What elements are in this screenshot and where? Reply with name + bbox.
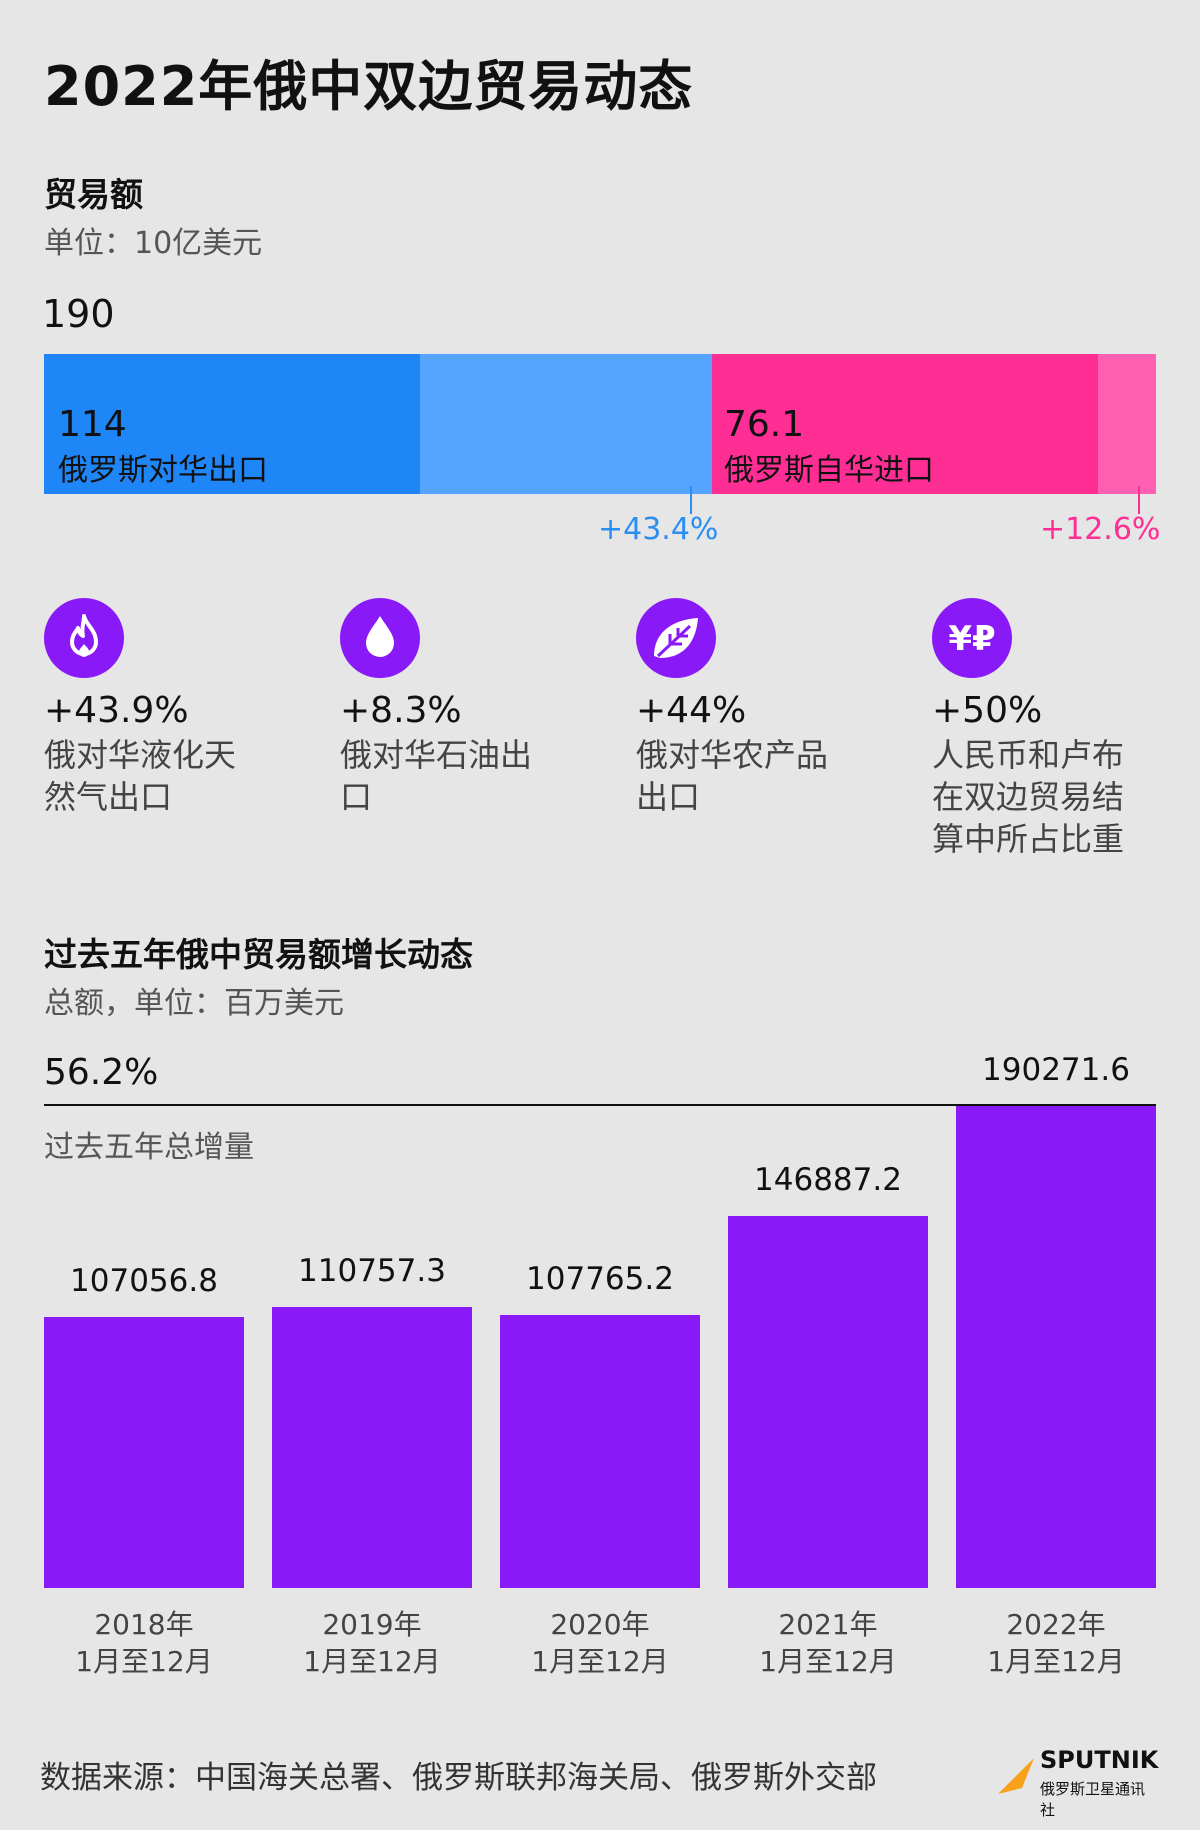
growth-bar-2018年 (44, 1317, 244, 1588)
growth-x-tick-year: 2019年 (322, 1608, 422, 1641)
import-base-segment (712, 354, 1098, 494)
growth-bar-2021年 (728, 1216, 928, 1588)
flame-icon (44, 598, 124, 678)
growth-x-tick-label: 2022年 1月至12月 (956, 1606, 1156, 1680)
growth-x-tick-period: 1月至12月 (75, 1645, 213, 1678)
growth-total-pct: 56.2% (44, 1052, 159, 1093)
data-source: 数据来源：中国海关总署、俄罗斯联邦海关局、俄罗斯外交部 (40, 1760, 877, 1796)
growth-x-tick-year: 2018年 (94, 1608, 194, 1641)
stat-agri-pct: +44% (636, 690, 747, 731)
growth-heading: 过去五年俄中贸易额增长动态 (44, 935, 473, 974)
sputnik-logo-subtext: 俄罗斯卫星通讯社 (1040, 1780, 1146, 1819)
page-title: 2022年俄中双边贸易动态 (44, 55, 694, 118)
growth-bar-value-label: 110757.3 (298, 1253, 446, 1289)
export-growth-base-segment (44, 354, 420, 494)
growth-x-tick-label: 2019年 1月至12月 (272, 1606, 472, 1680)
import-value: 76.1 (724, 404, 805, 445)
stat-currency-text: 人民币和卢布在双边贸易结算中所占比重 (932, 736, 1125, 858)
growth-bar-value-label: 146887.2 (754, 1162, 902, 1198)
growth-x-tick-period: 1月至12月 (531, 1645, 669, 1678)
trade-total: 190 (42, 292, 115, 336)
growth-x-tick-year: 2022年 (1006, 1608, 1106, 1641)
export-growth-tick (690, 486, 692, 514)
growth-bar-2020年 (500, 1315, 700, 1588)
stat-currency-pct: +50% (932, 690, 1043, 731)
trade-heading: 贸易额 (44, 175, 143, 214)
stat-oil-pct: +8.3% (340, 690, 462, 731)
growth-x-tick-label: 2018年 1月至12月 (44, 1606, 244, 1680)
leaf-icon (636, 598, 716, 678)
yuan-ruble-icon: ¥₽ (932, 598, 1012, 678)
trade-unit: 单位：10亿美元 (44, 226, 263, 261)
growth-bar-value-label: 107765.2 (526, 1261, 674, 1297)
growth-bar-2022年 (956, 1106, 1156, 1588)
growth-x-tick-period: 1月至12月 (987, 1645, 1125, 1678)
growth-x-tick-period: 1月至12月 (759, 1645, 897, 1678)
import-growth-tick (1138, 486, 1140, 514)
sputnik-logo: SPUTNIK 俄罗斯卫星通讯社 (988, 1746, 1159, 1819)
growth-x-tick-year: 2020年 (550, 1608, 650, 1641)
export-growth-increment-segment (420, 354, 712, 494)
growth-total-label: 过去五年总增量 (44, 1130, 254, 1165)
growth-x-tick-label: 2021年 1月至12月 (728, 1606, 928, 1680)
growth-x-tick-label: 2020年 1月至12月 (500, 1606, 700, 1680)
growth-bar-2019年 (272, 1307, 472, 1588)
import-label-group: 76.1 俄罗斯自华进口 (724, 404, 934, 489)
droplet-icon (340, 598, 420, 678)
stat-oil-text: 俄对华石油出口 (340, 736, 533, 816)
growth-x-tick-period: 1月至12月 (303, 1645, 441, 1678)
import-label: 俄罗斯自华进口 (724, 453, 934, 488)
stat-agri-text: 俄对华农产品出口 (636, 736, 829, 816)
import-increment-segment (1098, 354, 1156, 494)
stat-lng-text: 俄对华液化天然气出口 (44, 736, 237, 816)
growth-x-tick-year: 2021年 (778, 1608, 878, 1641)
export-growth: +43.4% (598, 512, 719, 547)
sputnik-logo-icon (992, 1752, 1040, 1800)
growth-bar-value-label: 107056.8 (70, 1263, 218, 1299)
stat-lng-pct: +43.9% (44, 690, 189, 731)
import-growth: +12.6% (1040, 512, 1161, 547)
svg-text:¥₽: ¥₽ (948, 619, 995, 659)
growth-bar-value-label: 190271.6 (982, 1052, 1130, 1088)
export-label-group: 114 俄罗斯对华出口 (58, 404, 268, 489)
export-label: 俄罗斯对华出口 (58, 453, 268, 488)
sputnik-logo-text: SPUTNIK (1040, 1746, 1159, 1774)
growth-unit: 总额，单位：百万美元 (44, 986, 344, 1021)
export-value: 114 (58, 404, 127, 445)
growth-reference-line (44, 1104, 1156, 1106)
